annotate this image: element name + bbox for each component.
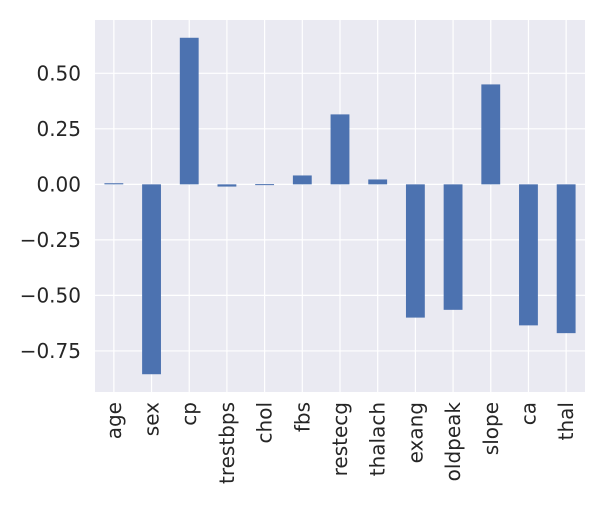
y-tick-label: 0.50 xyxy=(36,61,81,85)
x-tick-label-trestbps: trestbps xyxy=(215,402,239,484)
bar-sex xyxy=(142,184,161,375)
bar-trestbps xyxy=(217,184,237,187)
x-tick-label-restecg: restecg xyxy=(328,402,352,476)
y-tick-label: 0.25 xyxy=(36,117,81,141)
y-tick-label: −0.25 xyxy=(20,228,81,252)
y-tick-label: −0.75 xyxy=(20,339,81,363)
x-tick-label-age: age xyxy=(102,402,126,439)
x-tick-label-thalach: thalach xyxy=(366,402,390,476)
x-tick-label-sex: sex xyxy=(140,402,164,436)
bar-ca xyxy=(519,184,538,326)
bar-exang xyxy=(405,184,425,318)
bar-cp xyxy=(179,37,199,185)
x-tick-label-ca: ca xyxy=(516,402,540,425)
x-tick-label-cp: cp xyxy=(177,402,201,426)
x-tick-label-slope: slope xyxy=(479,402,503,455)
bar-age xyxy=(104,183,124,185)
bar-chol xyxy=(255,184,275,186)
y-tick-label: −0.50 xyxy=(20,283,81,307)
x-tick-label-thal: thal xyxy=(554,402,578,440)
x-tick-label-fbs: fbs xyxy=(290,402,314,432)
bar-oldpeak xyxy=(443,184,463,310)
x-tick-label-chol: chol xyxy=(253,402,277,443)
y-tick-label: 0.00 xyxy=(36,172,81,196)
bar-restecg xyxy=(330,114,350,185)
x-tick-label-oldpeak: oldpeak xyxy=(441,402,465,482)
x-tick-label-exang: exang xyxy=(403,402,427,463)
bar-thalach xyxy=(368,179,388,185)
bar-fbs xyxy=(292,175,312,185)
bar-slope xyxy=(481,84,501,185)
bar-thal xyxy=(556,184,576,334)
